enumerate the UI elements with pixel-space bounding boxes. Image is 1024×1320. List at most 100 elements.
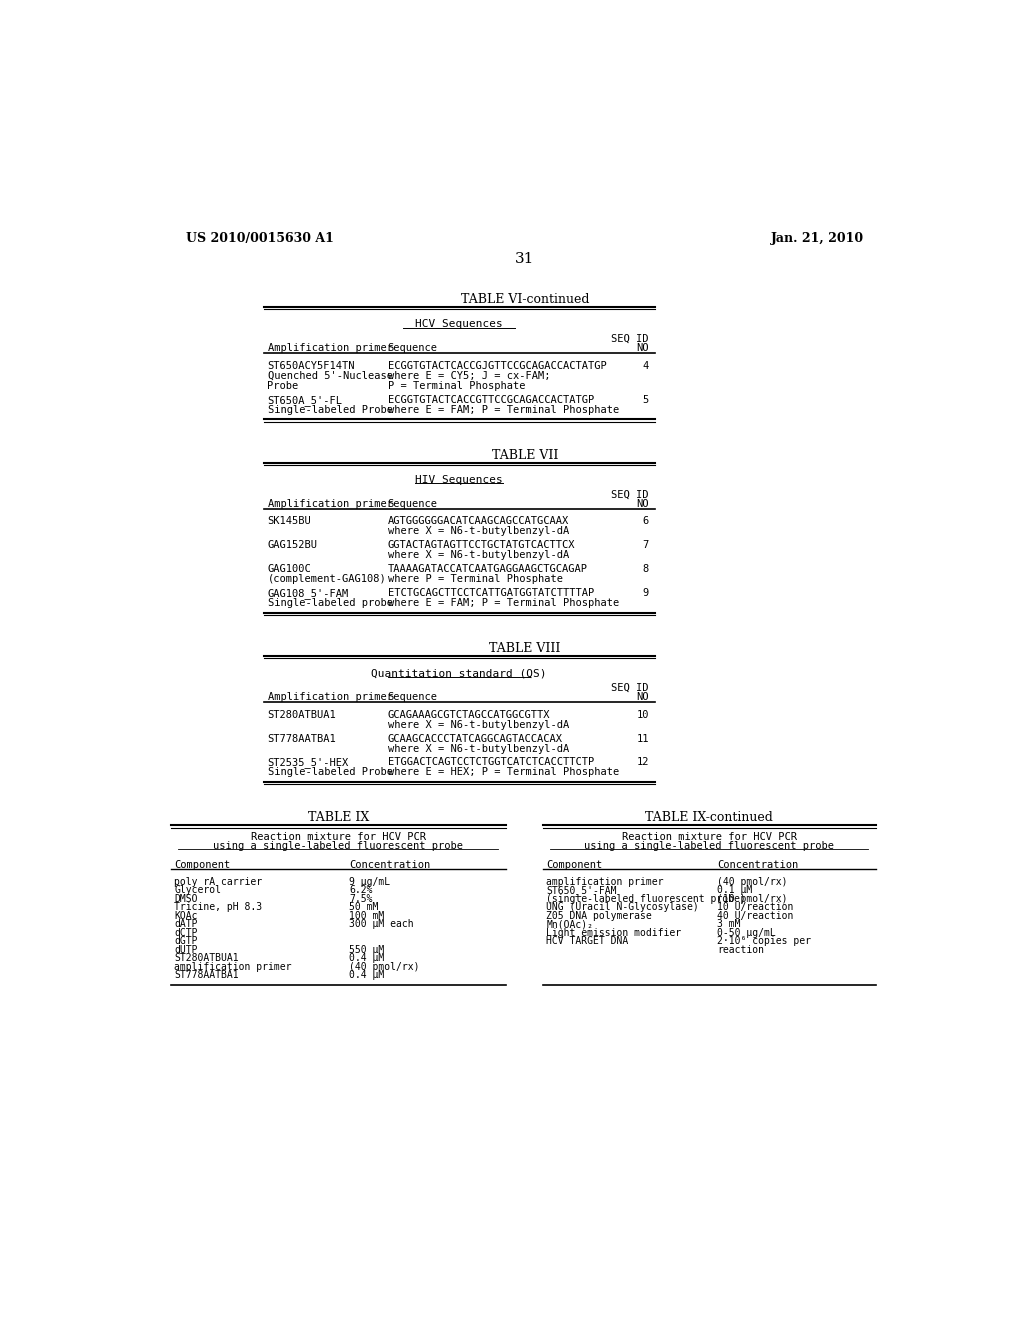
Text: using a single-labeled fluorescent probe: using a single-labeled fluorescent probe bbox=[213, 841, 464, 850]
Text: ECGGTGTACTCACCGJGTTCCGCAGACCACTATGP: ECGGTGTACTCACCGJGTTCCGCAGACCACTATGP bbox=[388, 360, 606, 371]
Text: 3 mM: 3 mM bbox=[717, 919, 740, 929]
Text: (40 pmol/rx): (40 pmol/rx) bbox=[717, 876, 787, 887]
Text: Single-labeled Probe: Single-labeled Probe bbox=[267, 767, 392, 777]
Text: Single-labeled probe: Single-labeled probe bbox=[267, 598, 392, 609]
Text: 2·10⁶ copies per: 2·10⁶ copies per bbox=[717, 936, 811, 946]
Text: 12: 12 bbox=[636, 758, 649, 767]
Text: ETGGACTCAGTCCTCTGGTCATCTCACCTTCTP: ETGGACTCAGTCCTCTGGTCATCTCACCTTCTP bbox=[388, 758, 594, 767]
Text: ST778AATBA1: ST778AATBA1 bbox=[267, 734, 336, 743]
Text: amplification primer: amplification primer bbox=[547, 876, 664, 887]
Text: where E = FAM; P = Terminal Phosphate: where E = FAM; P = Terminal Phosphate bbox=[388, 405, 618, 414]
Text: Tricine, pH 8.3: Tricine, pH 8.3 bbox=[174, 903, 262, 912]
Text: Concentration: Concentration bbox=[717, 859, 799, 870]
Text: 0.4 μM: 0.4 μM bbox=[349, 953, 384, 964]
Text: GAG152BU: GAG152BU bbox=[267, 540, 317, 550]
Text: DMSO: DMSO bbox=[174, 894, 198, 904]
Text: 10: 10 bbox=[636, 710, 649, 719]
Text: Amplification primer: Amplification primer bbox=[267, 692, 392, 702]
Text: 6.2%: 6.2% bbox=[349, 886, 373, 895]
Text: (40 pmol/rx): (40 pmol/rx) bbox=[349, 961, 420, 972]
Text: 0.4 μM: 0.4 μM bbox=[349, 970, 384, 979]
Text: 50 mM: 50 mM bbox=[349, 903, 378, 912]
Text: ST280ATBUA1: ST280ATBUA1 bbox=[267, 710, 336, 719]
Text: ST778AATBA1: ST778AATBA1 bbox=[174, 970, 240, 979]
Text: Quantitation standard (QS): Quantitation standard (QS) bbox=[371, 668, 547, 678]
Text: NO: NO bbox=[636, 499, 649, 508]
Text: Concentration: Concentration bbox=[349, 859, 430, 870]
Text: ETCTGCAGCTTCCTCATTGATGGTATCTTTTAP: ETCTGCAGCTTCCTCATTGATGGTATCTTTTAP bbox=[388, 589, 594, 598]
Text: Reaction mixture for HCV PCR: Reaction mixture for HCV PCR bbox=[251, 832, 426, 842]
Text: GGTACTAGTAGTTCCTGCTATGTCACTTCX: GGTACTAGTAGTTCCTGCTATGTCACTTCX bbox=[388, 540, 575, 550]
Text: 11: 11 bbox=[636, 734, 649, 743]
Text: 0.1 μM: 0.1 μM bbox=[717, 886, 753, 895]
Text: dCTP: dCTP bbox=[174, 928, 198, 937]
Text: HCV TARGET DNA: HCV TARGET DNA bbox=[547, 936, 629, 946]
Text: ST280ATBUA1: ST280ATBUA1 bbox=[174, 953, 240, 964]
Text: Jan. 21, 2010: Jan. 21, 2010 bbox=[771, 231, 864, 244]
Text: SEQ ID: SEQ ID bbox=[611, 334, 649, 345]
Text: 8: 8 bbox=[642, 564, 649, 574]
Text: GCAGAAAGCGTCTAGCCATGGCGTTX: GCAGAAAGCGTCTAGCCATGGCGTTX bbox=[388, 710, 550, 719]
Text: TABLE VII: TABLE VII bbox=[492, 449, 558, 462]
Text: dGTP: dGTP bbox=[174, 936, 198, 946]
Text: 5: 5 bbox=[642, 395, 649, 405]
Text: KOAc: KOAc bbox=[174, 911, 198, 920]
Text: Probe: Probe bbox=[267, 381, 299, 391]
Text: 300 μM each: 300 μM each bbox=[349, 919, 414, 929]
Text: (10 pmol/rx): (10 pmol/rx) bbox=[717, 894, 787, 904]
Text: 40 U/reaction: 40 U/reaction bbox=[717, 911, 794, 920]
Text: Quenched 5'-Nuclease: Quenched 5'-Nuclease bbox=[267, 371, 392, 381]
Text: Amplification primer: Amplification primer bbox=[267, 343, 392, 354]
Text: SEQ ID: SEQ ID bbox=[611, 682, 649, 693]
Text: 0-50 μg/mL: 0-50 μg/mL bbox=[717, 928, 776, 937]
Text: 550 μM: 550 μM bbox=[349, 945, 384, 954]
Text: TABLE VI-continued: TABLE VI-continued bbox=[461, 293, 589, 306]
Text: where X = N6-t-butylbenzyl-dA: where X = N6-t-butylbenzyl-dA bbox=[388, 527, 569, 536]
Text: Component: Component bbox=[547, 859, 603, 870]
Text: Sequence: Sequence bbox=[388, 343, 437, 354]
Text: ST650_5'-FAM: ST650_5'-FAM bbox=[547, 886, 617, 896]
Text: 31: 31 bbox=[515, 252, 535, 267]
Text: where E = FAM; P = Terminal Phosphate: where E = FAM; P = Terminal Phosphate bbox=[388, 598, 618, 609]
Text: where P = Terminal Phosphate: where P = Terminal Phosphate bbox=[388, 574, 562, 585]
Text: TABLE IX-continued: TABLE IX-continued bbox=[645, 812, 773, 825]
Text: ST2535_5'-HEX: ST2535_5'-HEX bbox=[267, 758, 349, 768]
Text: Single-labeled Probe: Single-labeled Probe bbox=[267, 405, 392, 414]
Text: Amplification primer: Amplification primer bbox=[267, 499, 392, 508]
Text: where E = CY5; J = cx-FAM;: where E = CY5; J = cx-FAM; bbox=[388, 371, 550, 381]
Text: where X = N6-t-butylbenzyl-dA: where X = N6-t-butylbenzyl-dA bbox=[388, 550, 569, 560]
Text: GAG100C: GAG100C bbox=[267, 564, 311, 574]
Text: Mn(OAc)₂: Mn(OAc)₂ bbox=[547, 919, 594, 929]
Text: 100 mM: 100 mM bbox=[349, 911, 384, 920]
Text: NO: NO bbox=[636, 692, 649, 702]
Text: GCAAGCACCCTATCAGGCAGTACCACAX: GCAAGCACCCTATCAGGCAGTACCACAX bbox=[388, 734, 562, 743]
Text: dATP: dATP bbox=[174, 919, 198, 929]
Text: (single-labeled fluorescent probe): (single-labeled fluorescent probe) bbox=[547, 894, 746, 904]
Text: where X = N6-t-butylbenzyl-dA: where X = N6-t-butylbenzyl-dA bbox=[388, 719, 569, 730]
Text: using a single-labeled fluorescent probe: using a single-labeled fluorescent probe bbox=[585, 841, 835, 850]
Text: SK145BU: SK145BU bbox=[267, 516, 311, 527]
Text: TAAAAGATACCATCAATGAGGAAGCTGCAGAP: TAAAAGATACCATCAATGAGGAAGCTGCAGAP bbox=[388, 564, 588, 574]
Text: amplification primer: amplification primer bbox=[174, 961, 292, 972]
Text: HCV Sequences: HCV Sequences bbox=[415, 319, 503, 329]
Text: poly rA carrier: poly rA carrier bbox=[174, 876, 262, 887]
Text: 7: 7 bbox=[642, 540, 649, 550]
Text: Glycerol: Glycerol bbox=[174, 886, 221, 895]
Text: Z05 DNA polymerase: Z05 DNA polymerase bbox=[547, 911, 652, 920]
Text: 9 μg/mL: 9 μg/mL bbox=[349, 876, 390, 887]
Text: HIV Sequences: HIV Sequences bbox=[415, 475, 503, 484]
Text: 9: 9 bbox=[642, 589, 649, 598]
Text: ST650A_5'-FL: ST650A_5'-FL bbox=[267, 395, 342, 405]
Text: where X = N6-t-butylbenzyl-dA: where X = N6-t-butylbenzyl-dA bbox=[388, 743, 569, 754]
Text: ST650ACY5F14TN: ST650ACY5F14TN bbox=[267, 360, 355, 371]
Text: (complement-GAG108): (complement-GAG108) bbox=[267, 574, 386, 585]
Text: TABLE VIII: TABLE VIII bbox=[489, 642, 560, 655]
Text: GAG108_5'-FAM: GAG108_5'-FAM bbox=[267, 589, 349, 599]
Text: US 2010/0015630 A1: US 2010/0015630 A1 bbox=[186, 231, 334, 244]
Text: 10 U/reaction: 10 U/reaction bbox=[717, 903, 794, 912]
Text: Component: Component bbox=[174, 859, 230, 870]
Text: UNG (Uracil N-Glycosylase): UNG (Uracil N-Glycosylase) bbox=[547, 903, 699, 912]
Text: Light emission modifier: Light emission modifier bbox=[547, 928, 682, 937]
Text: AGTGGGGGGACATCAAGCAGCCATGCAAX: AGTGGGGGGACATCAAGCAGCCATGCAAX bbox=[388, 516, 569, 527]
Text: Sequence: Sequence bbox=[388, 692, 437, 702]
